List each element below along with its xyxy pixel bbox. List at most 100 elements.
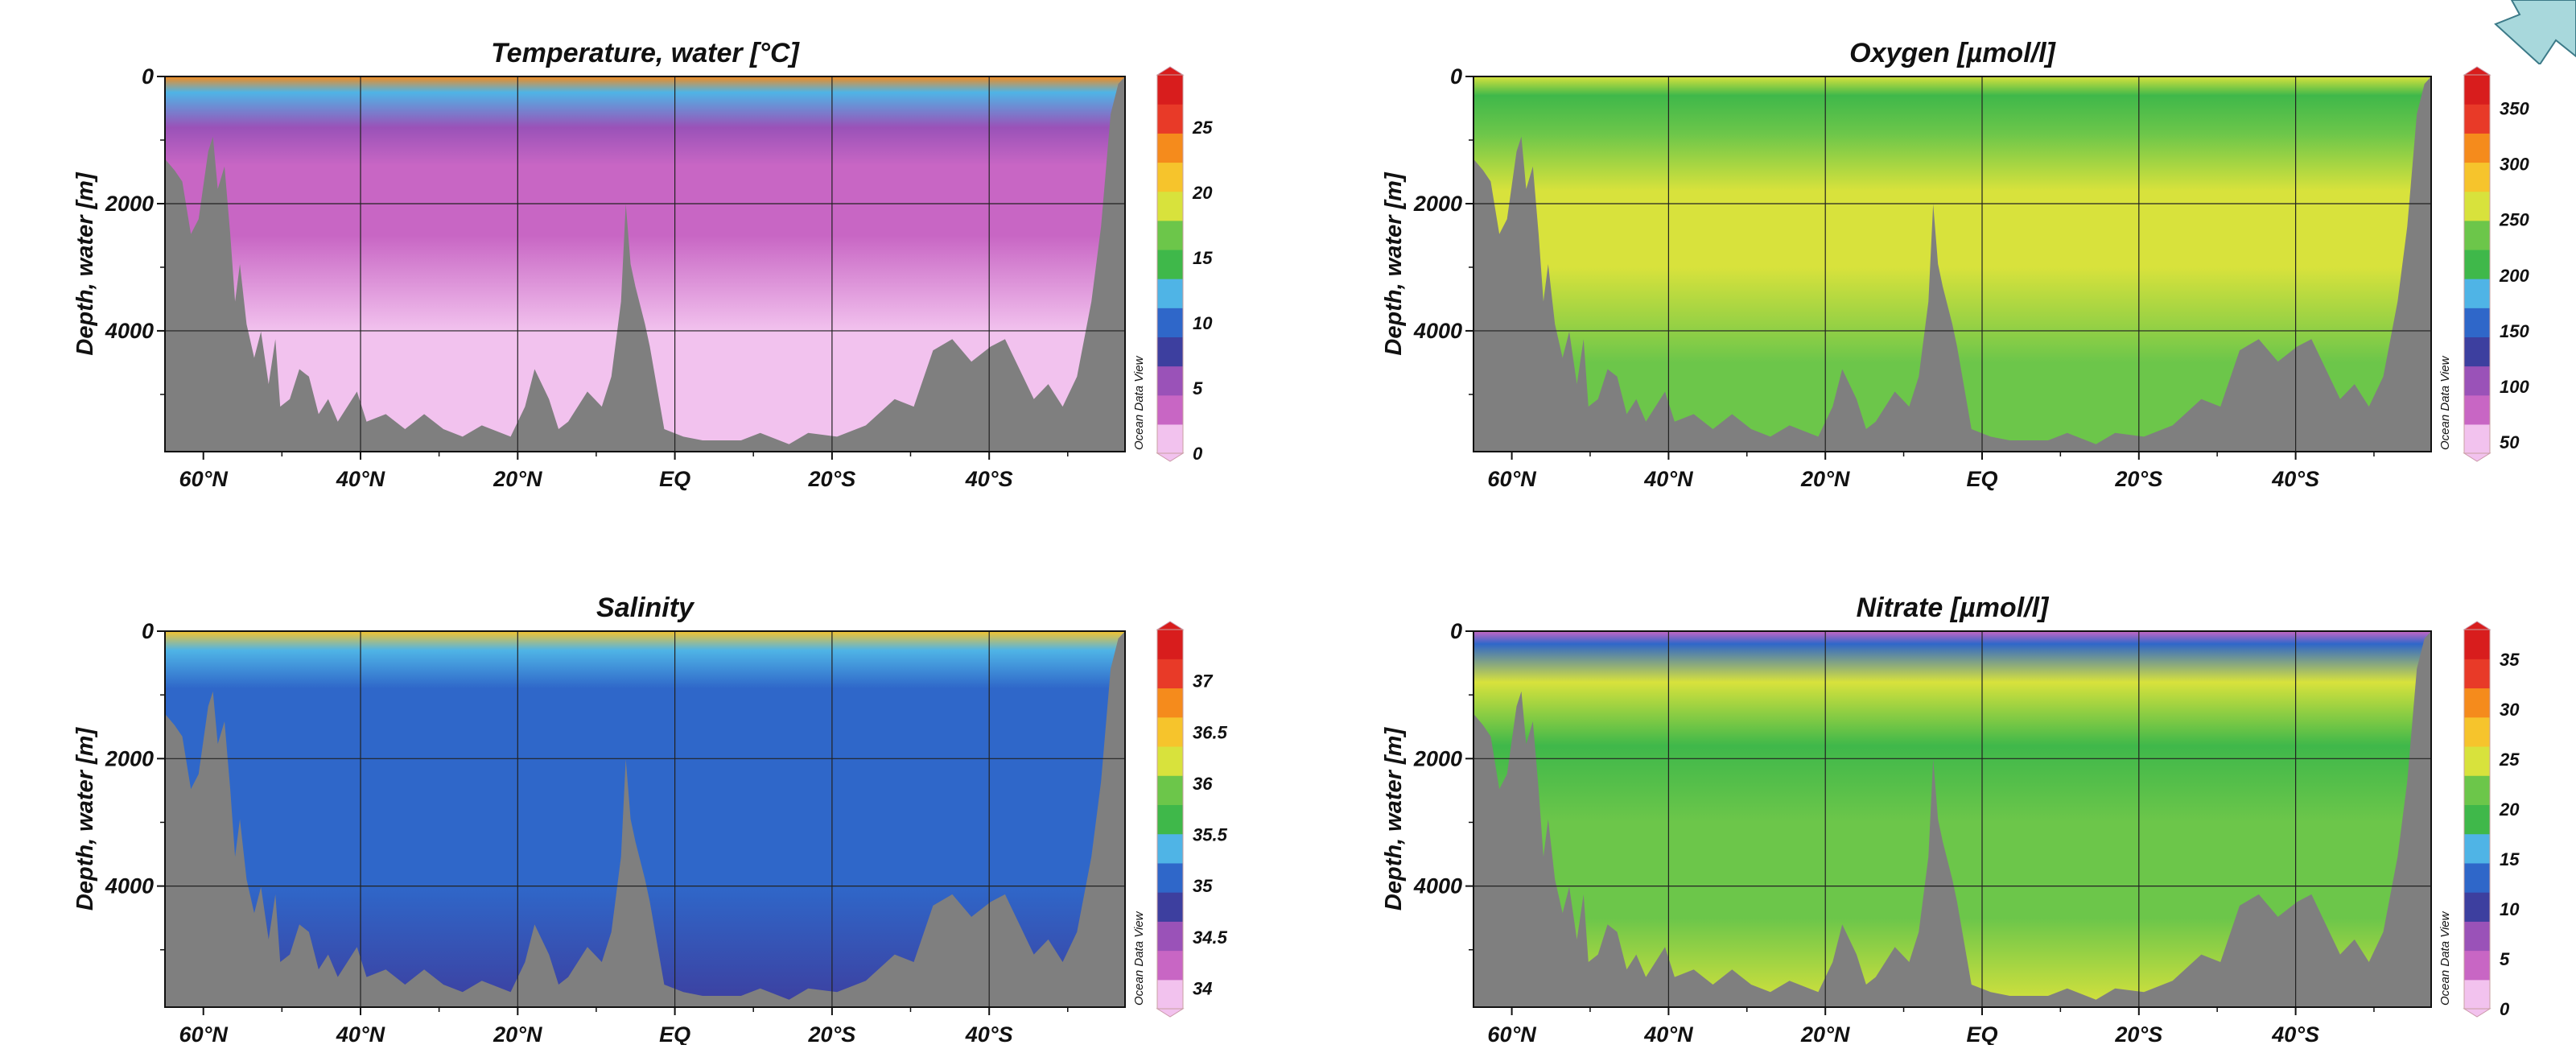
x-tick-label: 20°N	[1800, 467, 1850, 491]
colorbar-segment	[1157, 979, 1183, 1010]
seafloor-bathymetry	[165, 76, 1125, 452]
grid-lines	[165, 631, 1125, 1007]
colorbar-segment	[2464, 892, 2490, 922]
x-tick-label: EQ	[1967, 1022, 1998, 1045]
x-tick-label: 20°N	[493, 467, 542, 491]
x-tick-label: 40°S	[965, 1022, 1013, 1045]
colorbar-tick-label: 250	[2499, 210, 2529, 230]
y-tick-label: 2000	[1413, 746, 1462, 770]
colorbar-segment	[2464, 921, 2490, 952]
y-tick-label: 4000	[105, 319, 154, 343]
colorbar-tick-label: 0	[1193, 444, 1203, 464]
y-tick-label: 0	[142, 64, 154, 89]
colorbar-segment	[2464, 950, 2490, 981]
y-tick-label: 2000	[105, 746, 154, 770]
colorbar-frame	[2463, 629, 2491, 1010]
colorbar-cap-top	[2463, 621, 2492, 630]
x-tick-label: 20°N	[1800, 1022, 1850, 1045]
colorbar-segment	[1157, 133, 1183, 163]
colorbar: 0 5 10 15 20 25	[1156, 66, 1213, 464]
colorbar-tick-label: 34	[1193, 979, 1212, 999]
y-tick-label: 4000	[1413, 319, 1462, 343]
colorbar-cap-bottom	[2463, 1008, 2492, 1018]
colorbar-segment	[1157, 162, 1183, 192]
y-tick-label: 2000	[105, 192, 154, 216]
odv-watermark: Ocean Data View	[1132, 911, 1146, 1006]
colorbar-segment	[1157, 717, 1183, 747]
colorbar-segment	[1157, 423, 1183, 454]
colorbar-segment	[2464, 220, 2490, 250]
colorbar-tick-label: 36.5	[1193, 722, 1228, 742]
y-axis-label: Depth, water [m]	[72, 727, 98, 911]
plot-title: Temperature, water [°C]	[491, 38, 800, 68]
colorbar-segment	[2464, 659, 2490, 689]
colorbar-segment	[2464, 833, 2490, 864]
odv-watermark: Ocean Data View	[1132, 355, 1146, 450]
colorbar-tick-label: 10	[2500, 899, 2520, 919]
colorbar-frame	[1156, 74, 1184, 454]
x-tick-label: 40°N	[336, 1022, 385, 1045]
colorbar-tick-label: 100	[2500, 377, 2529, 397]
section-plot-temp: Temperature, water [°C] Depth, water [m] 0…	[72, 38, 1213, 491]
colorbar: 50 100 150 200 250 300 350	[2463, 66, 2529, 462]
section-plot-nit: Nitrate [µmol/l] Depth, water [m] 0 2000 400…	[1381, 593, 2520, 1047]
colorbar-segment	[2464, 279, 2490, 308]
colorbar-frame	[1156, 629, 1184, 1010]
plot-frame	[164, 630, 1126, 1008]
plot-frame	[164, 76, 1126, 452]
colorbar-segment	[2464, 365, 2490, 396]
y-tick-label: 0	[1450, 619, 1462, 643]
colorbar-segment	[2464, 162, 2490, 192]
y-tick-label: 4000	[105, 874, 154, 898]
grid-lines	[165, 76, 1125, 452]
colorbar-segment	[1157, 308, 1183, 337]
colorbar-cap-top	[1156, 621, 1185, 630]
colorbar-segment	[2464, 775, 2490, 805]
colorbar-segment	[1157, 892, 1183, 922]
x-tick-label: EQ	[659, 1022, 690, 1045]
colorbar-segment	[1157, 862, 1183, 893]
colorbar-segment	[2464, 104, 2490, 134]
seafloor-bathymetry	[1473, 76, 2431, 452]
colorbar-segment	[1157, 950, 1183, 981]
colorbar-tick-label: 5	[2500, 949, 2510, 969]
colorbar-tick-label: 15	[2500, 849, 2520, 869]
colorbar-cap-bottom	[1156, 1008, 1185, 1018]
colorbar-segment	[2464, 337, 2490, 367]
colorbar-segment	[2464, 191, 2490, 221]
colorbar-segment	[1157, 745, 1183, 776]
y-axis-label: Depth, water [m]	[1381, 727, 1407, 911]
colorbar-tick-label: 36	[1193, 774, 1213, 794]
x-tick-label: 60°N	[179, 467, 229, 491]
colorbar-segment	[1157, 630, 1183, 659]
colorbar-segment	[1157, 688, 1183, 718]
x-tick-label: 60°N	[1487, 467, 1536, 491]
colorbar-segment	[1157, 337, 1183, 367]
x-tick-label: 20°N	[493, 1022, 542, 1045]
colorbar-tick-label: 25	[2499, 750, 2520, 770]
colorbar-segment	[2464, 804, 2490, 835]
x-tick-label: EQ	[659, 467, 690, 491]
colorbar-cap-bottom	[1156, 452, 1185, 462]
colorbar-segment	[2464, 630, 2490, 659]
section-plot-sal: Salinity Depth, water [m] 0 2000 4000 60°N 40°…	[72, 593, 1228, 1047]
colorbar-segment	[2464, 745, 2490, 776]
colorbar-cap-bottom	[2463, 452, 2492, 462]
colorbar-tick-label: 20	[2499, 799, 2520, 820]
colorbar-segment	[1157, 394, 1183, 425]
y-axis-label: Depth, water [m]	[1381, 171, 1407, 356]
colorbar-segment	[1157, 279, 1183, 308]
colorbar-segment	[1157, 775, 1183, 805]
plot-title: Oxygen [µmol/l]	[1849, 38, 2056, 68]
x-tick-label: 60°N	[179, 1022, 229, 1045]
odv-watermark: Ocean Data View	[2438, 911, 2452, 1006]
y-tick-label: 0	[142, 619, 154, 643]
colorbar-segment	[1157, 75, 1183, 105]
grid-lines	[1473, 76, 2431, 452]
colorbar-segment	[1157, 191, 1183, 221]
color-field	[165, 631, 1125, 1007]
plot-title: Nitrate [µmol/l]	[1857, 593, 2050, 623]
arrow-pointer-icon	[2494, 0, 2576, 64]
colorbar-segment	[2464, 308, 2490, 337]
